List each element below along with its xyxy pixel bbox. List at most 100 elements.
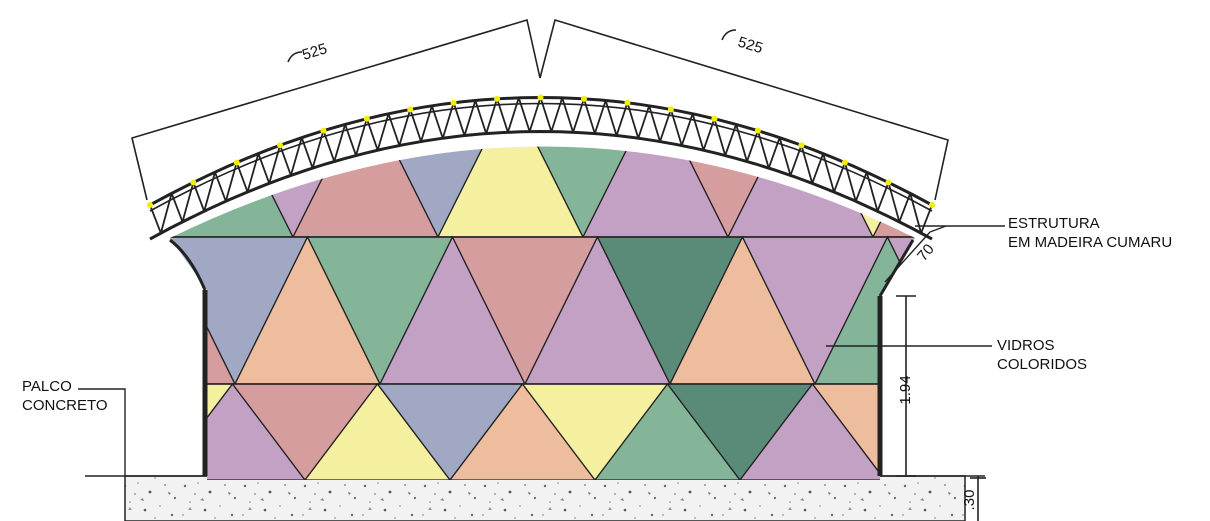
truss-web: [561, 97, 574, 133]
truss-web: [822, 153, 835, 193]
truss-web: [865, 171, 879, 212]
truss-web: [767, 137, 781, 169]
truss-node: [885, 179, 892, 186]
truss-node: [407, 106, 414, 113]
truss-web: [735, 124, 748, 162]
truss-web: [583, 98, 596, 134]
truss-web: [637, 105, 651, 139]
glass-panel: [18, 237, 163, 384]
truss-web: [887, 182, 901, 223]
estrutura-label-line2: EM MADEIRA CUMARU: [1008, 234, 1173, 251]
glass-panel: [1175, 384, 1210, 480]
glass-panel: [1105, 237, 1210, 384]
truss-node: [277, 142, 284, 149]
truss-web: [615, 102, 629, 136]
truss-web: [235, 162, 249, 193]
truss-web: [854, 171, 868, 202]
truss-web: [691, 113, 705, 151]
palco-label-line2: CONCRETO: [22, 397, 108, 414]
truss-web: [170, 193, 184, 223]
truss-web: [876, 182, 890, 212]
truss-web: [811, 153, 824, 184]
truss-web: [746, 130, 759, 162]
palco-label-line1: PALCO: [22, 378, 72, 395]
truss-web: [626, 102, 640, 139]
truss-web: [376, 113, 390, 151]
truss-web: [355, 118, 368, 156]
truss-node: [147, 202, 153, 208]
truss-web: [387, 113, 401, 146]
truss-depth-dimension: [884, 225, 947, 283]
truss-web: [420, 105, 433, 142]
truss-web: [670, 109, 683, 146]
truss-web: [485, 98, 498, 134]
truss-web: [572, 98, 585, 133]
truss-node: [798, 142, 805, 149]
truss-web: [159, 193, 173, 234]
truss-web: [550, 97, 564, 132]
truss-node: [929, 202, 935, 208]
truss-web: [702, 118, 716, 151]
truss-node: [363, 115, 370, 122]
arc-dimension-right: 525: [736, 34, 765, 58]
glass-panel: [1030, 384, 1175, 480]
truss-web: [463, 100, 477, 136]
truss-node: [667, 106, 674, 113]
truss-web: [593, 100, 607, 134]
truss-web: [517, 97, 531, 132]
truss-node: [841, 159, 848, 166]
truss-web: [844, 162, 857, 202]
top-chord-inner: [149, 102, 933, 212]
estrutura-label: ESTRUTURA EM MADEIRA CUMARU: [1008, 214, 1172, 252]
truss-node: [624, 99, 631, 106]
truss-web: [452, 102, 466, 136]
truss-web: [789, 144, 803, 176]
truss-web: [409, 109, 422, 142]
truss-node: [450, 99, 457, 106]
truss-node: [494, 95, 501, 102]
wall-height-dimension: [896, 295, 986, 521]
truss-web: [441, 102, 455, 139]
glass-panel: [958, 384, 1103, 480]
truss-web: [365, 118, 379, 151]
truss-web: [757, 130, 770, 169]
truss-web: [539, 97, 553, 132]
concrete-platform: [85, 475, 985, 521]
truss-web: [300, 137, 314, 169]
truss-web: [528, 97, 542, 132]
truss-web: [181, 182, 195, 223]
leader-lines: [78, 225, 1005, 476]
glass-panel: [871, 146, 915, 238]
truss-web: [431, 105, 444, 139]
truss-node: [580, 95, 587, 102]
truss-web: [333, 124, 346, 162]
vidros-label-line2: COLORIDOS: [997, 356, 1088, 373]
truss-web: [203, 171, 216, 212]
estrutura-label-line1: ESTRUTURA: [1008, 215, 1100, 232]
glass-panel: [0, 237, 90, 384]
truss-web: [224, 162, 238, 202]
truss-node: [711, 115, 718, 122]
truss-web: [778, 137, 792, 176]
truss-web: [680, 113, 694, 146]
truss-web: [311, 130, 325, 169]
side-walls: [169, 238, 915, 476]
truss-web: [344, 124, 357, 156]
truss-web: [192, 182, 206, 212]
truss-web: [398, 109, 412, 146]
truss-web: [496, 98, 509, 133]
truss-web: [604, 100, 618, 136]
truss-web: [257, 153, 271, 184]
truss-web: [724, 124, 737, 156]
truss-web: [149, 204, 162, 234]
truss-node: [233, 159, 240, 166]
truss-web: [279, 144, 292, 176]
truss-web: [474, 100, 488, 134]
glass-panel: [1178, 237, 1210, 384]
bottom-chord: [149, 129, 933, 241]
truss-web: [290, 137, 303, 176]
truss-web: [246, 153, 260, 193]
truss-web: [713, 118, 727, 156]
truss-web: [322, 130, 336, 162]
